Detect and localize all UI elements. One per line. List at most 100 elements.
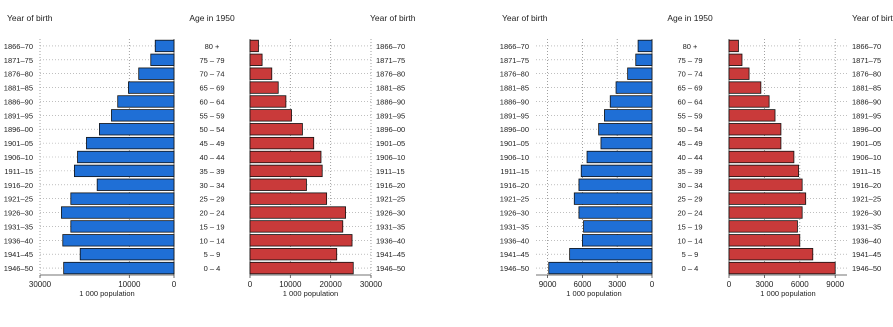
category-label-left: 1931–35 bbox=[500, 222, 529, 231]
bar-right-10 bbox=[728, 178, 803, 191]
category-label-left: 1916–20 bbox=[4, 181, 33, 190]
chart-panel-2: Year of birth Age in 1950 Year of birth 900… bbox=[500, 13, 893, 298]
category-label-center: 80 + bbox=[205, 42, 220, 51]
category-label-center: 40 – 44 bbox=[677, 153, 702, 162]
category-label-center: 50 – 54 bbox=[199, 125, 224, 134]
bar-left-5 bbox=[111, 109, 175, 122]
category-label-right: 1871–75 bbox=[852, 56, 881, 65]
category-label-right: 1921–25 bbox=[376, 195, 405, 204]
category-label-left: 1901–05 bbox=[4, 139, 33, 148]
category-label-right: 1906–10 bbox=[852, 153, 881, 162]
category-label-right: 1906–10 bbox=[376, 153, 405, 162]
category-label-left: 1871–75 bbox=[4, 56, 33, 65]
category-label-right: 1866–70 bbox=[376, 42, 405, 51]
header-year-of-birth-right: Year of birth bbox=[852, 13, 893, 23]
category-label-center: 15 – 19 bbox=[677, 222, 702, 231]
series-left: 9000 6000 3000 0 1 000 population bbox=[536, 39, 655, 298]
bar-right-14 bbox=[728, 234, 801, 247]
bar-right-8 bbox=[728, 150, 795, 164]
category-label-right: 1881–85 bbox=[376, 84, 405, 93]
bar-right-1 bbox=[728, 53, 743, 66]
category-label-center: 40 – 44 bbox=[199, 153, 224, 162]
category-label-right: 1911–15 bbox=[852, 167, 881, 176]
category-label-right: 1946–50 bbox=[376, 264, 405, 273]
bar-right-13 bbox=[249, 220, 344, 233]
bar-right-1 bbox=[249, 53, 263, 66]
category-label-left: 1946–50 bbox=[4, 264, 33, 273]
x-tick-label: 0 bbox=[172, 280, 177, 289]
header-year-of-birth-left: Year of birth bbox=[502, 13, 548, 23]
bar-left-0 bbox=[154, 39, 175, 53]
category-label-left: 1946–50 bbox=[500, 264, 529, 273]
category-label-left: 1881–85 bbox=[500, 84, 529, 93]
category-label-right: 1901–05 bbox=[376, 139, 405, 148]
bar-right-5 bbox=[249, 109, 292, 122]
category-label-right: 1871–75 bbox=[376, 56, 405, 65]
bar-left-14 bbox=[582, 234, 653, 247]
bar-left-7 bbox=[86, 136, 175, 150]
bar-left-13 bbox=[583, 220, 653, 233]
bar-right-16 bbox=[728, 261, 836, 275]
bar-right-0 bbox=[728, 39, 739, 53]
bar-left-10 bbox=[578, 178, 653, 191]
category-label-left: 1906–10 bbox=[500, 153, 529, 162]
x-tick-label: 0 bbox=[248, 280, 253, 289]
category-label-right: 1886–90 bbox=[852, 97, 881, 106]
category-label-center: 50 – 54 bbox=[677, 125, 702, 134]
category-label-center: 75 – 79 bbox=[199, 56, 224, 65]
category-label-left: 1931–35 bbox=[4, 222, 33, 231]
category-label-center: 25 – 29 bbox=[677, 195, 702, 204]
category-label-left: 1911–15 bbox=[500, 167, 529, 176]
header-year-of-birth-left: Year of birth bbox=[7, 13, 53, 23]
bar-left-8 bbox=[586, 150, 653, 164]
bar-left-16 bbox=[63, 261, 175, 275]
category-label-center: 25 – 29 bbox=[199, 195, 224, 204]
category-label-left: 1891–95 bbox=[4, 111, 33, 120]
category-label-left: 1926–30 bbox=[4, 209, 33, 218]
category-label-center: 20 – 24 bbox=[677, 209, 702, 218]
bar-right-9 bbox=[249, 164, 323, 178]
category-label-right: 1931–35 bbox=[852, 222, 881, 231]
category-label-center: 10 – 14 bbox=[677, 236, 702, 245]
category-label-left: 1926–30 bbox=[500, 209, 529, 218]
x-tick-label: 10000 bbox=[279, 280, 302, 289]
x-tick-label: 30000 bbox=[360, 280, 383, 289]
bar-right-3 bbox=[249, 81, 279, 94]
category-label-center: 45 – 49 bbox=[677, 139, 702, 148]
x-tick-label: 30000 bbox=[29, 280, 52, 289]
bar-left-3 bbox=[128, 81, 175, 94]
bar-left-11 bbox=[573, 192, 653, 205]
category-label-right: 1896–00 bbox=[376, 125, 405, 134]
category-label-right: 1876–80 bbox=[376, 70, 405, 79]
x-tick-label: 10000 bbox=[118, 280, 141, 289]
x-axis-title-right: 1 000 population bbox=[760, 289, 815, 298]
bar-right-0 bbox=[249, 39, 259, 53]
category-label-right: 1921–25 bbox=[852, 195, 881, 204]
category-label-right: 1916–20 bbox=[376, 181, 405, 190]
category-label-center: 0 – 4 bbox=[682, 264, 699, 273]
category-label-right: 1941–45 bbox=[376, 250, 405, 259]
category-label-left: 1871–75 bbox=[500, 56, 529, 65]
x-tick-label: 3000 bbox=[608, 280, 626, 289]
category-label-left: 1911–15 bbox=[4, 167, 33, 176]
bar-left-6 bbox=[99, 123, 175, 136]
category-label-right: 1866–70 bbox=[852, 42, 881, 51]
bar-left-16 bbox=[548, 261, 653, 275]
x-tick-label: 3000 bbox=[756, 280, 774, 289]
bar-left-14 bbox=[62, 234, 175, 247]
category-label-right: 1891–95 bbox=[376, 111, 405, 120]
category-label-right: 1936–40 bbox=[376, 236, 405, 245]
category-label-center: 35 – 39 bbox=[199, 167, 224, 176]
x-tick-label: 9000 bbox=[539, 280, 557, 289]
bar-right-8 bbox=[249, 150, 322, 164]
bar-left-12 bbox=[578, 206, 653, 219]
chart-panel-1: Year of birth Age in 1950 Year of birth 300… bbox=[4, 13, 416, 298]
x-tick-label: 9000 bbox=[826, 280, 844, 289]
category-label-right: 1946–50 bbox=[852, 264, 881, 273]
bar-left-8 bbox=[77, 150, 175, 164]
category-label-right: 1916–20 bbox=[852, 181, 881, 190]
category-label-right: 1896–00 bbox=[852, 125, 881, 134]
header-age-in-1950: Age in 1950 bbox=[189, 13, 235, 23]
category-label-right: 1936–40 bbox=[852, 236, 881, 245]
